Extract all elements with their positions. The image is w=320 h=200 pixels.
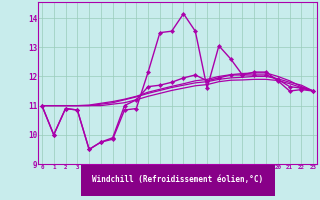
X-axis label: Windchill (Refroidissement éolien,°C): Windchill (Refroidissement éolien,°C) <box>92 175 263 184</box>
